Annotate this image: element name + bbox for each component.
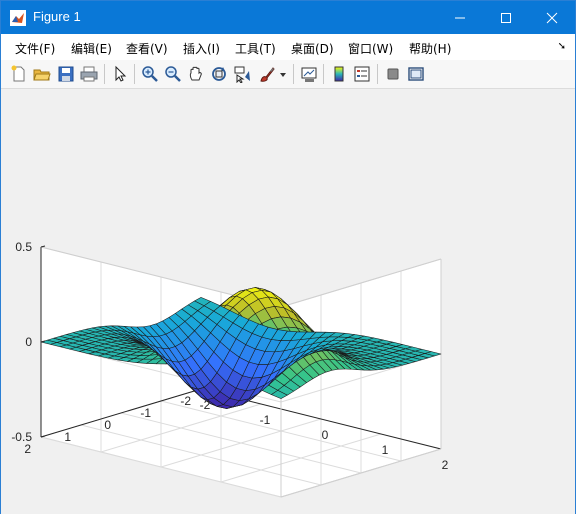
zoom-out-icon[interactable] <box>164 65 182 83</box>
axes-box <box>40 246 442 498</box>
brush-icon[interactable] <box>258 65 276 83</box>
menu-edit[interactable]: 编辑(E) <box>71 42 112 56</box>
x-tick-label: 1 <box>382 443 389 457</box>
link-plot-icon[interactable] <box>300 65 318 83</box>
x-tick-label: -1 <box>260 413 271 427</box>
x-tick-label: 0 <box>322 428 329 442</box>
surface-patch <box>424 351 442 357</box>
grid-line <box>40 436 282 498</box>
z-tick-label: -0.5 <box>11 430 32 444</box>
rotate-3d-icon[interactable] <box>210 65 228 83</box>
menu-file[interactable]: 文件(F) <box>15 42 56 56</box>
menu-bar: 文件(F) 编辑(E) 查看(V) 插入(I) 工具(T) 桌面(D) 窗口(W… <box>1 34 575 60</box>
data-cursor-icon[interactable] <box>233 65 251 83</box>
box-edge <box>280 448 442 498</box>
toolbar-separator <box>377 64 378 84</box>
y-tick-label: -2 <box>180 394 191 408</box>
z-tick <box>40 435 46 438</box>
menu-window[interactable]: 窗口(W) <box>348 42 394 56</box>
figure-canvas[interactable]: -0.5 0 0.5 -2 -1 0 1 2 -2 -1 0 1 2 <box>1 89 575 514</box>
legend-icon[interactable] <box>353 65 371 83</box>
zoom-in-icon[interactable] <box>141 65 159 83</box>
save-icon[interactable] <box>57 65 75 83</box>
toolbar-separator <box>293 64 294 84</box>
figure-toolbar <box>1 60 575 89</box>
z-tick-label: 0 <box>25 335 32 349</box>
x-tick-label: -2 <box>200 398 211 412</box>
title-bar[interactable]: Figure 1 <box>1 1 575 34</box>
minimize-icon <box>455 17 465 18</box>
matlab-icon <box>10 10 26 26</box>
close-icon <box>546 12 558 23</box>
toolbar-separator <box>104 64 105 84</box>
x-tick-label: 2 <box>442 458 449 472</box>
y-tick-label: 0 <box>104 418 111 432</box>
dropdown-icon[interactable] <box>278 65 288 83</box>
y-tick-label: -1 <box>140 406 151 420</box>
new-figure-icon[interactable] <box>10 65 28 83</box>
menu-dock-arrow-icon[interactable]: ➘ <box>557 41 566 52</box>
menu-view[interactable]: 查看(V) <box>126 42 168 56</box>
maximize-icon <box>501 12 511 23</box>
show-plot-tools-icon[interactable] <box>407 65 425 83</box>
y-axis-line <box>40 388 202 438</box>
box-edge <box>280 258 442 308</box>
minimize-button[interactable] <box>437 1 483 34</box>
colorbar-icon[interactable] <box>330 65 348 83</box>
menu-tools[interactable]: 工具(T) <box>235 42 276 56</box>
print-icon[interactable] <box>80 65 98 83</box>
z-tick-label: 0.5 <box>15 240 32 254</box>
pointer-icon[interactable] <box>111 65 129 83</box>
z-tick <box>40 245 46 248</box>
window-title: Figure 1 <box>33 9 81 24</box>
menu-insert[interactable]: 插入(I) <box>183 42 220 56</box>
axis-ticks: -0.5 0 0.5 -2 -1 0 1 2 -2 -1 0 1 2 <box>11 240 448 472</box>
close-button[interactable] <box>529 1 575 34</box>
open-file-icon[interactable] <box>33 65 51 83</box>
pan-icon[interactable] <box>187 65 205 83</box>
hide-plot-tools-icon[interactable] <box>384 65 402 83</box>
toolbar-separator <box>134 64 135 84</box>
z-tick <box>40 340 46 343</box>
surface-mesh <box>40 287 442 409</box>
menu-desktop[interactable]: 桌面(D) <box>291 42 334 56</box>
y-tick-label: 2 <box>24 442 31 456</box>
surface-plot[interactable]: -0.5 0 0.5 -2 -1 0 1 2 -2 -1 0 1 2 <box>1 89 575 514</box>
menu-help[interactable]: 帮助(H) <box>409 42 452 56</box>
y-tick-label: 1 <box>64 430 71 444</box>
toolbar-separator <box>323 64 324 84</box>
maximize-button[interactable] <box>483 1 529 34</box>
